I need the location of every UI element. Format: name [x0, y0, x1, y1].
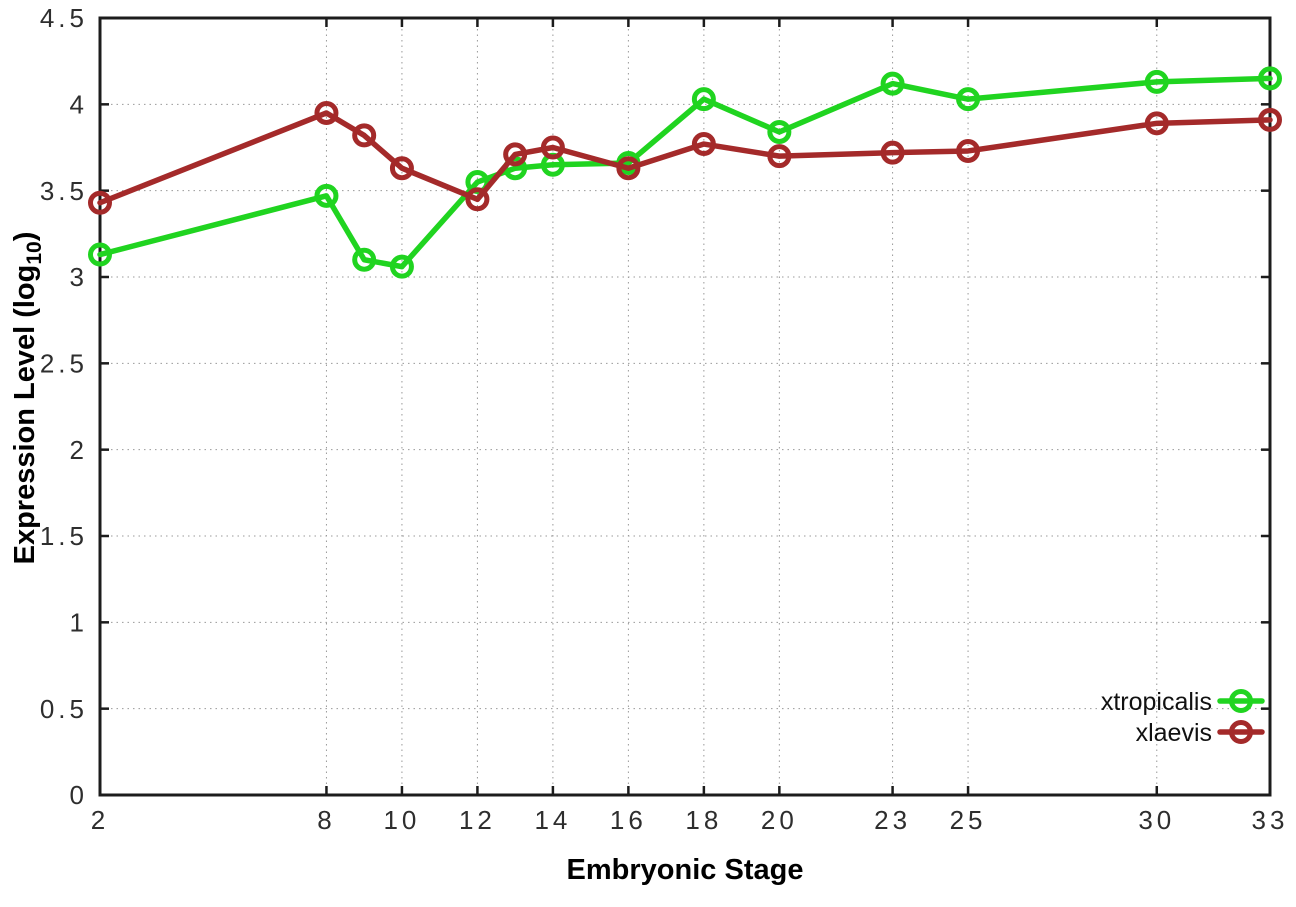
data-point-xlaevis [314, 100, 339, 125]
data-point-xtropicalis [314, 183, 339, 208]
y-tick-label: 0.5 [40, 694, 88, 724]
y-tick-label: 4 [70, 89, 88, 119]
data-point-xlaevis [352, 123, 377, 148]
data-point-xtropicalis [767, 119, 792, 144]
data-point-xlaevis [616, 156, 641, 181]
x-tick-label: 30 [1138, 805, 1175, 835]
x-tick-label: 8 [317, 805, 335, 835]
x-tick-label: 16 [610, 805, 647, 835]
y-tick-label: 3 [70, 262, 88, 292]
data-point-xlaevis [767, 144, 792, 169]
legend-label-xlaevis: xlaevis [1136, 719, 1212, 747]
x-tick-label: 20 [761, 805, 798, 835]
legend-marker-xlaevis [1229, 720, 1253, 744]
y-axis-title: Expression Level (log10) [9, 232, 47, 565]
x-tick-label: 33 [1252, 805, 1289, 835]
y-tick-label: 1.5 [40, 521, 88, 551]
y-axis-title-subscript: 10 [23, 241, 46, 265]
y-tick-label: 4.5 [40, 3, 88, 33]
y-axis-title-close: ) [9, 231, 41, 242]
x-tick-label: 18 [685, 805, 722, 835]
data-point-xlaevis [880, 140, 905, 165]
series-line-xlaevis [97, 110, 1273, 206]
data-point-xlaevis [503, 142, 528, 167]
data-point-xtropicalis [88, 242, 112, 267]
data-point-xlaevis [540, 135, 565, 160]
data-point-xtropicalis [956, 87, 981, 112]
data-point-xtropicalis [352, 247, 377, 272]
x-tick-label: 10 [383, 805, 420, 835]
y-tick-label: 2.5 [40, 348, 88, 378]
data-point-xtropicalis [1258, 66, 1282, 91]
plot-border [98, 16, 1272, 797]
legend-marker-xtropicalis [1229, 689, 1253, 713]
data-point-xtropicalis [880, 71, 905, 96]
data-point-xlaevis [88, 190, 112, 215]
y-tick-label: 3.5 [40, 176, 88, 206]
data-point-xlaevis [691, 132, 716, 157]
x-tick-label: 25 [950, 805, 987, 835]
x-tick-label: 2 [91, 805, 109, 835]
legend-label-xtropicalis: xtropicalis [1101, 688, 1212, 716]
y-tick-label: 2 [70, 435, 88, 465]
x-axis-title-text: Embryonic Stage [566, 854, 804, 886]
data-point-xlaevis [389, 156, 414, 181]
data-point-xlaevis [956, 138, 981, 163]
data-point-xtropicalis [389, 254, 414, 279]
x-tick-label: 12 [459, 805, 496, 835]
x-axis-title: Embryonic Stage [567, 854, 804, 887]
x-tick-label: 23 [874, 805, 911, 835]
y-tick-label: 1 [70, 607, 88, 637]
data-point-xlaevis [1258, 107, 1282, 132]
y-tick-label: 0 [70, 780, 88, 810]
data-point-xtropicalis [691, 87, 716, 112]
data-point-xtropicalis [1144, 69, 1169, 94]
data-point-xlaevis [465, 187, 490, 212]
data-point-xlaevis [1144, 111, 1169, 136]
y-axis-title-main: Expression Level (log [9, 264, 41, 565]
series-line-xtropicalis [97, 75, 1273, 270]
x-tick-label: 14 [534, 805, 571, 835]
